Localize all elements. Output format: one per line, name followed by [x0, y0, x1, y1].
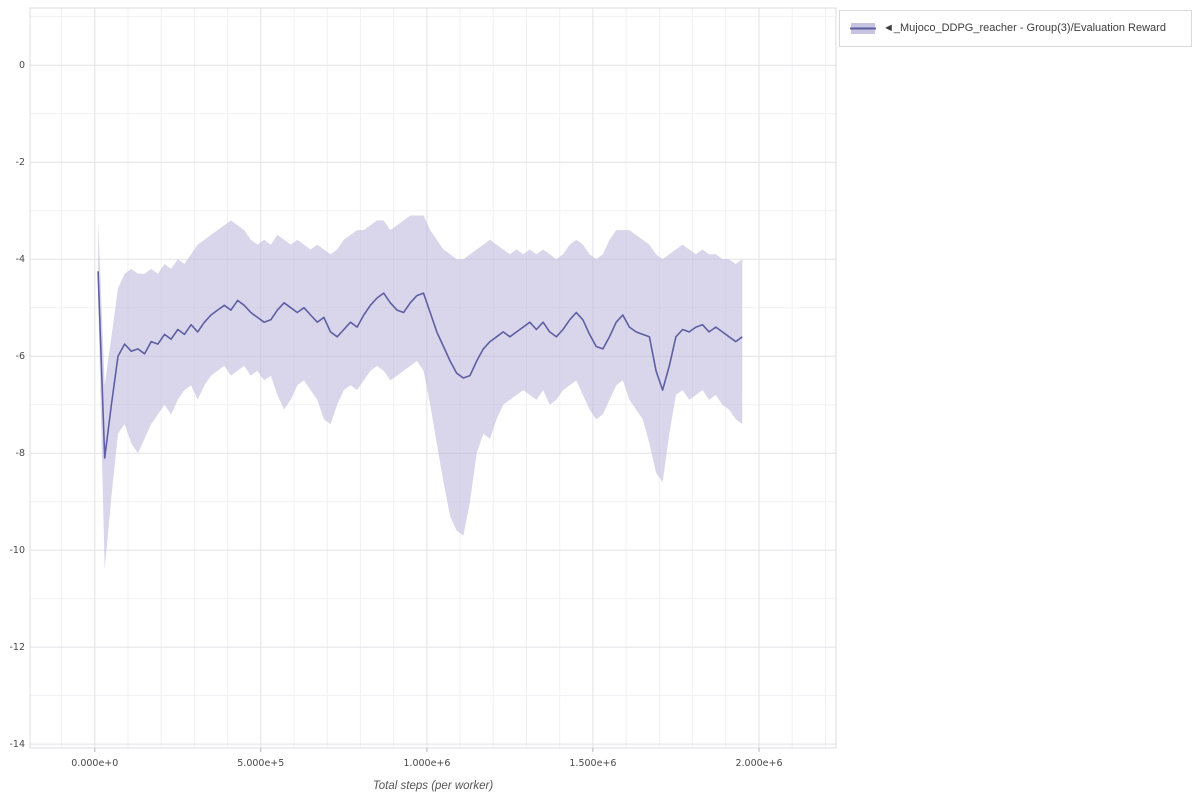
svg-text:-4: -4 [16, 254, 25, 265]
svg-text:1.000e+6: 1.000e+6 [403, 758, 450, 769]
legend-item[interactable]: ◄_Mujoco_DDPG_reacher - Group(3)/Evaluat… [850, 19, 1181, 38]
legend: ◄_Mujoco_DDPG_reacher - Group(3)/Evaluat… [839, 10, 1192, 47]
x-axis-label: Total steps (per worker) [372, 780, 494, 792]
svg-text:-6: -6 [16, 351, 25, 362]
svg-text:-2: -2 [16, 157, 25, 168]
svg-text:5.000e+5: 5.000e+5 [237, 758, 284, 769]
svg-text:-10: -10 [9, 545, 25, 556]
legend-swatch-icon [850, 23, 876, 34]
svg-text:-14: -14 [9, 739, 25, 750]
plot-svg[interactable]: 0.000e+0 5.000e+5 1.000e+6 1.500e+6 2.000e+6… [0, 0, 845, 800]
svg-text:-12: -12 [9, 642, 25, 653]
svg-text:2.000e+6: 2.000e+6 [735, 758, 782, 769]
svg-text:-8: -8 [16, 448, 25, 459]
plot-area[interactable]: 0.000e+0 5.000e+5 1.000e+6 1.500e+6 2.000e+6… [0, 0, 845, 800]
svg-text:0.000e+0: 0.000e+0 [71, 758, 118, 769]
svg-text:1.500e+6: 1.500e+6 [569, 758, 616, 769]
svg-text:0: 0 [19, 60, 25, 71]
legend-label: ◄_Mujoco_DDPG_reacher - Group(3)/Evaluat… [883, 22, 1166, 34]
